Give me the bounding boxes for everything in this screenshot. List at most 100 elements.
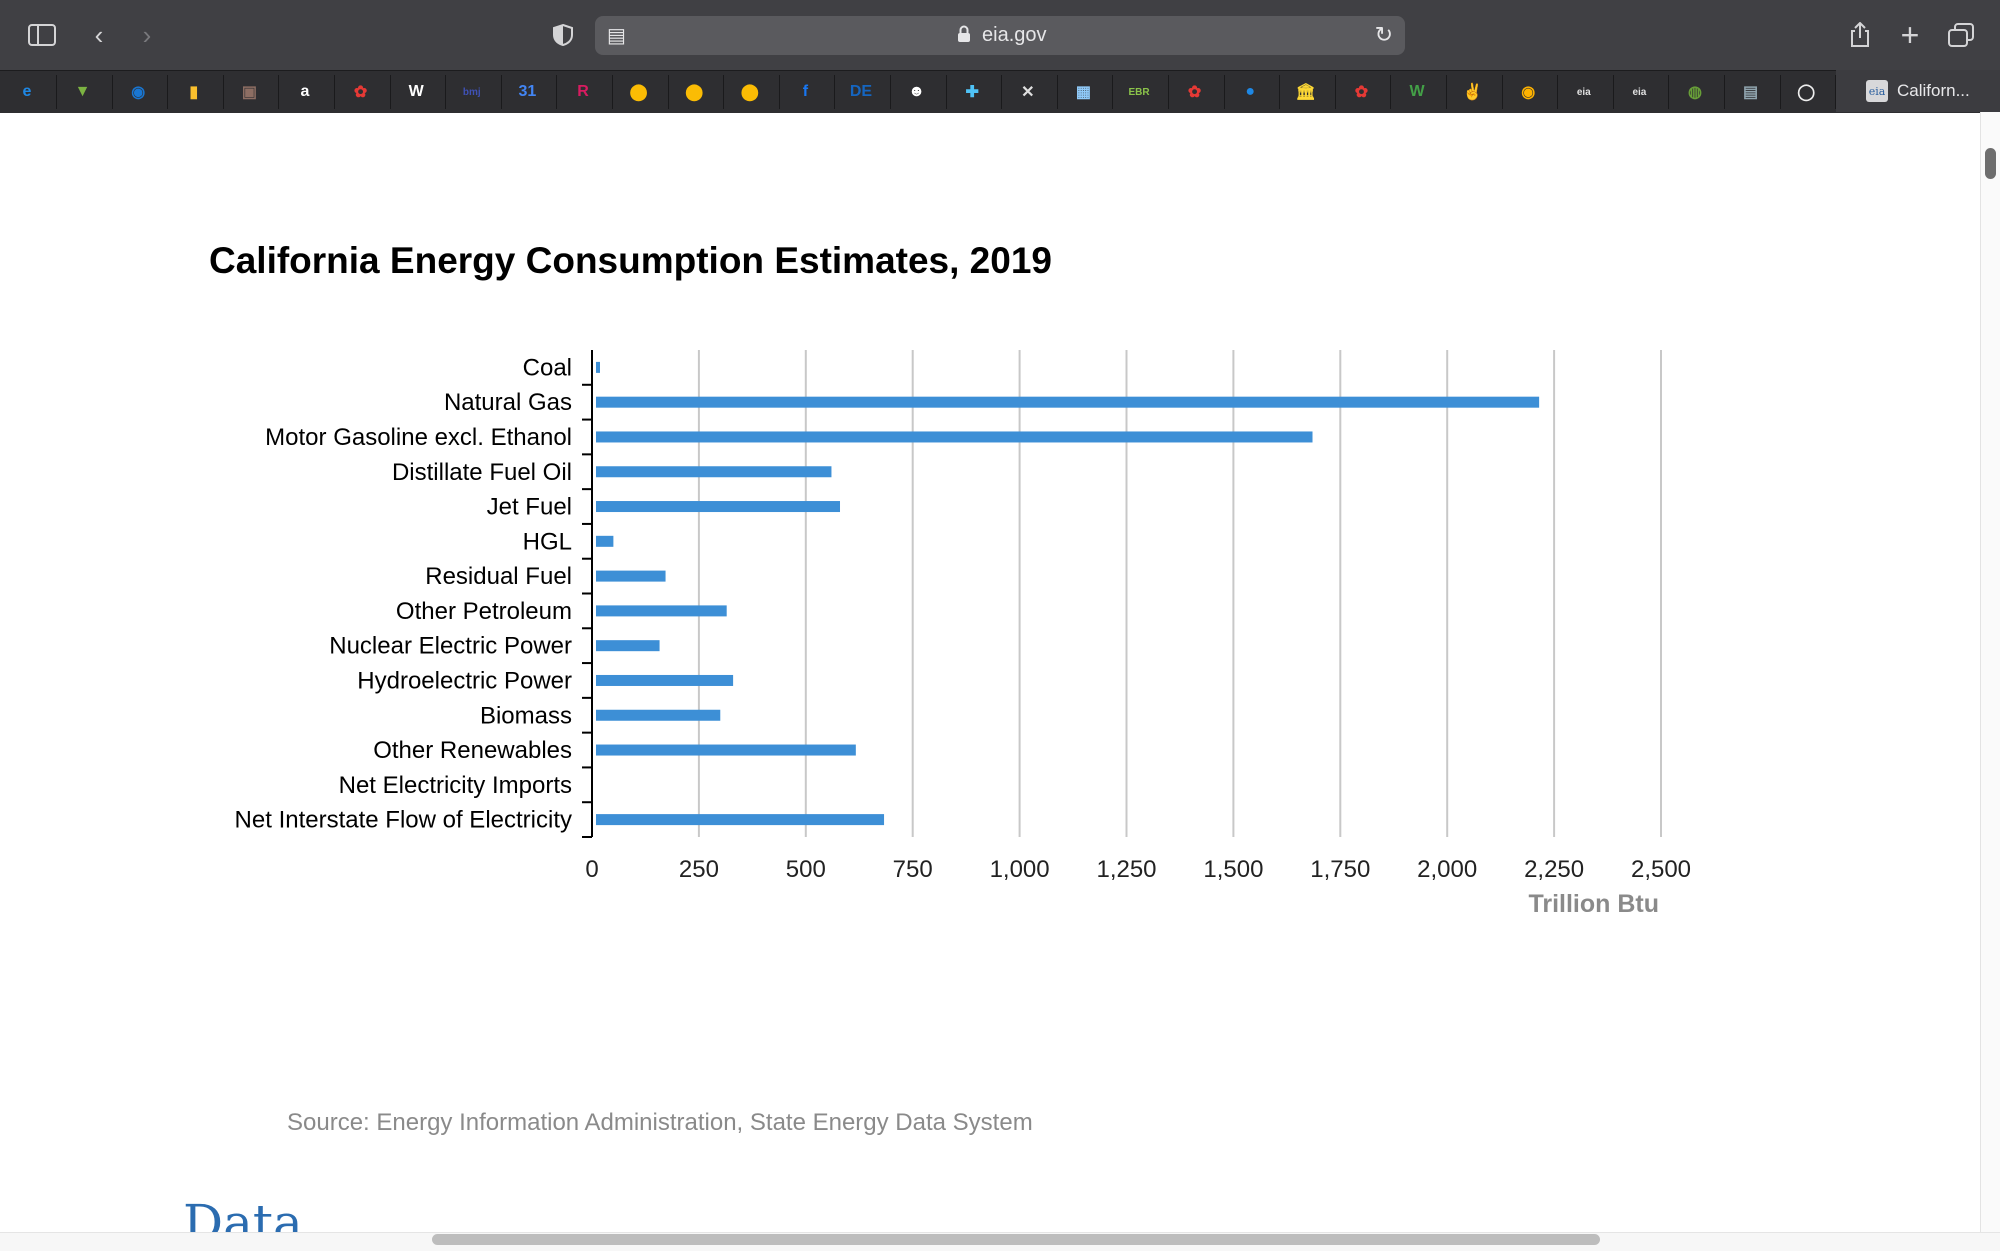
map-pin-icon[interactable]: ⬤ xyxy=(740,84,759,101)
edge-icon[interactable]: e xyxy=(22,83,32,100)
favorite-separator xyxy=(834,75,836,109)
favorite-separator xyxy=(1668,75,1670,109)
favorite-separator xyxy=(1557,75,1559,109)
x-tick-label: 1,500 xyxy=(1203,856,1263,883)
sidebar-toggle-icon[interactable] xyxy=(25,18,59,52)
bar xyxy=(596,396,1540,408)
stripe-icon[interactable]: ▤ xyxy=(1743,84,1759,101)
category-label: Natural Gas xyxy=(444,389,572,416)
category-label: Net Interstate Flow of Electricity xyxy=(235,807,572,834)
wordpress-icon[interactable]: W xyxy=(408,83,424,100)
gift-icon[interactable]: ✿ xyxy=(353,84,368,101)
chat-icon[interactable]: ● xyxy=(1245,83,1256,100)
reload-icon[interactable]: ↻ xyxy=(1374,22,1393,47)
x-tick-label: 750 xyxy=(893,856,933,883)
photo-icon[interactable]: ▣ xyxy=(241,84,257,101)
gift-icon[interactable]: ✿ xyxy=(1354,84,1369,101)
page-content: California Energy Consumption Estimates,… xyxy=(0,112,1980,1238)
r-icon[interactable]: R xyxy=(577,83,589,100)
back-icon[interactable]: ‹ xyxy=(94,19,104,50)
bar xyxy=(596,605,727,617)
hand-icon[interactable]: ✌ xyxy=(1462,84,1483,101)
basket-icon[interactable]: ☻ xyxy=(908,83,926,100)
favorite-separator xyxy=(389,75,391,109)
eia-icon[interactable]: eia xyxy=(1632,86,1647,98)
calendar-icon[interactable]: 31 xyxy=(518,83,537,100)
map-pin-icon[interactable]: ⬤ xyxy=(685,84,704,101)
favorite-separator xyxy=(778,75,780,109)
favorite-separator xyxy=(1779,75,1781,109)
horizontal-scroll-thumb[interactable] xyxy=(432,1234,1600,1245)
bar xyxy=(596,814,885,826)
att-icon[interactable]: ◉ xyxy=(131,84,146,101)
gift-icon[interactable]: ✿ xyxy=(1187,84,1202,101)
favorite-separator xyxy=(1056,75,1058,109)
category-label: Coal xyxy=(523,354,572,381)
category-label: Nuclear Electric Power xyxy=(329,633,572,660)
favorite-separator xyxy=(945,75,947,109)
facebook-icon[interactable]: f xyxy=(802,83,809,100)
bank-icon[interactable]: 🏛 xyxy=(1295,84,1316,101)
favorite-separator xyxy=(1390,75,1392,109)
bar xyxy=(596,431,1313,443)
new-tab-icon[interactable]: + xyxy=(1900,16,1920,53)
favorite-separator xyxy=(1223,75,1225,109)
vertical-scrollbar[interactable] xyxy=(1980,112,2000,1238)
favorite-separator xyxy=(222,75,224,109)
tab-overview-icon[interactable] xyxy=(1944,18,1978,52)
plus-cross-icon[interactable]: ✚ xyxy=(965,84,979,101)
bmj-icon[interactable]: bmj xyxy=(462,86,481,98)
privacy-shield-icon[interactable] xyxy=(546,18,580,52)
circle-icon[interactable]: ◯ xyxy=(1797,84,1816,101)
shield-icon[interactable]: ▼ xyxy=(74,83,91,100)
grid-icon[interactable]: ▦ xyxy=(1075,84,1091,101)
x-tick-label: 1,750 xyxy=(1310,856,1370,883)
favorite-separator xyxy=(890,75,891,109)
puzzle-icon[interactable]: ✕ xyxy=(1021,84,1035,101)
category-label: Jet Fuel xyxy=(487,494,572,521)
favorite-separator xyxy=(1279,75,1281,109)
active-tab[interactable]: eia Californ... xyxy=(1836,70,2000,112)
favorite-separator xyxy=(1168,75,1169,109)
forward-icon[interactable]: › xyxy=(142,19,152,50)
eye-icon[interactable]: ◉ xyxy=(1521,84,1536,101)
lock-icon xyxy=(957,25,971,49)
bar xyxy=(596,535,614,547)
bar xyxy=(596,640,660,652)
eia-icon[interactable]: eia xyxy=(1576,86,1591,98)
tab-title: Californ... xyxy=(1897,81,1970,100)
amazon-icon[interactable]: a xyxy=(300,83,310,100)
de-icon[interactable]: DE xyxy=(849,83,873,100)
favorite-separator xyxy=(56,75,57,109)
bar xyxy=(596,361,600,373)
x-tick-label: 2,250 xyxy=(1524,856,1584,883)
eia-tab-icon: eia xyxy=(1866,80,1888,102)
map-pin-icon[interactable]: ⬤ xyxy=(629,84,648,101)
favorite-separator xyxy=(500,75,502,109)
x-tick-label: 1,250 xyxy=(1096,856,1156,883)
bar xyxy=(596,674,734,686)
bar xyxy=(596,466,832,478)
reader-view-icon[interactable]: ▤ xyxy=(607,25,626,47)
w-icon[interactable]: W xyxy=(1409,83,1425,100)
favorite-separator xyxy=(556,75,558,109)
favorite-separator xyxy=(1612,75,1614,109)
address-bar[interactable]: ▤ eia.gov ↻ xyxy=(595,16,1405,55)
url-text: eia.gov xyxy=(982,24,1047,46)
favorite-separator xyxy=(1334,75,1336,109)
ebr-icon[interactable]: EBR xyxy=(1128,86,1150,98)
leaf-icon[interactable]: ◍ xyxy=(1688,84,1702,101)
books-icon[interactable]: ▮ xyxy=(189,84,199,101)
x-tick-label: 0 xyxy=(585,856,598,883)
x-tick-label: 1,000 xyxy=(990,856,1050,883)
x-tick-label: 2,500 xyxy=(1631,856,1691,883)
x-tick-label: 500 xyxy=(786,856,826,883)
share-icon[interactable] xyxy=(1843,18,1877,52)
page-title: California Energy Consumption Estimates,… xyxy=(209,240,1052,281)
vertical-scroll-thumb[interactable] xyxy=(1985,148,1996,179)
category-label: Other Petroleum xyxy=(396,598,572,625)
favorite-separator xyxy=(334,75,335,109)
favorite-separator xyxy=(167,75,169,109)
energy-consumption-bar-chart: 0 250 500 750 1,000 1,250 1,500 1,750 2,000 2,250… xyxy=(235,350,1691,918)
bar xyxy=(596,570,666,582)
